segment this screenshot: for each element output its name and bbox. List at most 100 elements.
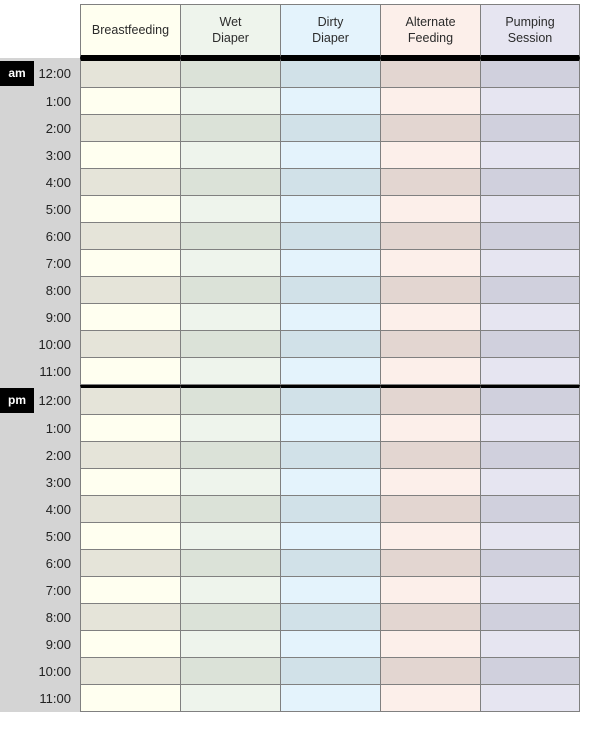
entry-cell-breastfeeding[interactable] xyxy=(80,277,180,304)
entry-cell-wet_diaper[interactable] xyxy=(180,631,280,658)
entry-cell-pumping_session[interactable] xyxy=(480,250,580,277)
entry-cell-pumping_session[interactable] xyxy=(480,358,580,385)
entry-cell-pumping_session[interactable] xyxy=(480,169,580,196)
entry-cell-dirty_diaper[interactable] xyxy=(280,277,380,304)
entry-cell-alternate_feeding[interactable] xyxy=(380,250,480,277)
entry-cell-breastfeeding[interactable] xyxy=(80,331,180,358)
entry-cell-breastfeeding[interactable] xyxy=(80,496,180,523)
entry-cell-wet_diaper[interactable] xyxy=(180,496,280,523)
entry-cell-alternate_feeding[interactable] xyxy=(380,550,480,577)
entry-cell-wet_diaper[interactable] xyxy=(180,469,280,496)
entry-cell-alternate_feeding[interactable] xyxy=(380,523,480,550)
entry-cell-alternate_feeding[interactable] xyxy=(380,58,480,88)
entry-cell-breastfeeding[interactable] xyxy=(80,385,180,415)
entry-cell-breastfeeding[interactable] xyxy=(80,577,180,604)
entry-cell-dirty_diaper[interactable] xyxy=(280,631,380,658)
entry-cell-wet_diaper[interactable] xyxy=(180,658,280,685)
entry-cell-dirty_diaper[interactable] xyxy=(280,223,380,250)
entry-cell-dirty_diaper[interactable] xyxy=(280,250,380,277)
entry-cell-pumping_session[interactable] xyxy=(480,385,580,415)
entry-cell-dirty_diaper[interactable] xyxy=(280,577,380,604)
entry-cell-dirty_diaper[interactable] xyxy=(280,442,380,469)
entry-cell-pumping_session[interactable] xyxy=(480,685,580,712)
entry-cell-pumping_session[interactable] xyxy=(480,469,580,496)
entry-cell-alternate_feeding[interactable] xyxy=(380,115,480,142)
entry-cell-dirty_diaper[interactable] xyxy=(280,169,380,196)
entry-cell-dirty_diaper[interactable] xyxy=(280,142,380,169)
entry-cell-dirty_diaper[interactable] xyxy=(280,496,380,523)
entry-cell-alternate_feeding[interactable] xyxy=(380,577,480,604)
entry-cell-alternate_feeding[interactable] xyxy=(380,685,480,712)
entry-cell-breastfeeding[interactable] xyxy=(80,115,180,142)
entry-cell-wet_diaper[interactable] xyxy=(180,415,280,442)
entry-cell-pumping_session[interactable] xyxy=(480,115,580,142)
entry-cell-breastfeeding[interactable] xyxy=(80,304,180,331)
entry-cell-pumping_session[interactable] xyxy=(480,88,580,115)
entry-cell-pumping_session[interactable] xyxy=(480,442,580,469)
entry-cell-breastfeeding[interactable] xyxy=(80,469,180,496)
entry-cell-alternate_feeding[interactable] xyxy=(380,277,480,304)
entry-cell-pumping_session[interactable] xyxy=(480,196,580,223)
entry-cell-wet_diaper[interactable] xyxy=(180,88,280,115)
entry-cell-wet_diaper[interactable] xyxy=(180,685,280,712)
entry-cell-alternate_feeding[interactable] xyxy=(380,604,480,631)
entry-cell-dirty_diaper[interactable] xyxy=(280,58,380,88)
entry-cell-alternate_feeding[interactable] xyxy=(380,196,480,223)
entry-cell-breastfeeding[interactable] xyxy=(80,58,180,88)
entry-cell-wet_diaper[interactable] xyxy=(180,577,280,604)
entry-cell-pumping_session[interactable] xyxy=(480,550,580,577)
entry-cell-dirty_diaper[interactable] xyxy=(280,685,380,712)
entry-cell-wet_diaper[interactable] xyxy=(180,442,280,469)
entry-cell-wet_diaper[interactable] xyxy=(180,115,280,142)
entry-cell-dirty_diaper[interactable] xyxy=(280,88,380,115)
entry-cell-wet_diaper[interactable] xyxy=(180,304,280,331)
entry-cell-wet_diaper[interactable] xyxy=(180,169,280,196)
entry-cell-wet_diaper[interactable] xyxy=(180,142,280,169)
entry-cell-alternate_feeding[interactable] xyxy=(380,223,480,250)
entry-cell-alternate_feeding[interactable] xyxy=(380,304,480,331)
entry-cell-pumping_session[interactable] xyxy=(480,331,580,358)
entry-cell-breastfeeding[interactable] xyxy=(80,88,180,115)
entry-cell-dirty_diaper[interactable] xyxy=(280,658,380,685)
entry-cell-pumping_session[interactable] xyxy=(480,604,580,631)
entry-cell-pumping_session[interactable] xyxy=(480,415,580,442)
entry-cell-dirty_diaper[interactable] xyxy=(280,358,380,385)
entry-cell-breastfeeding[interactable] xyxy=(80,658,180,685)
entry-cell-dirty_diaper[interactable] xyxy=(280,604,380,631)
entry-cell-breastfeeding[interactable] xyxy=(80,142,180,169)
entry-cell-pumping_session[interactable] xyxy=(480,631,580,658)
entry-cell-wet_diaper[interactable] xyxy=(180,523,280,550)
entry-cell-dirty_diaper[interactable] xyxy=(280,415,380,442)
entry-cell-pumping_session[interactable] xyxy=(480,304,580,331)
entry-cell-alternate_feeding[interactable] xyxy=(380,142,480,169)
entry-cell-alternate_feeding[interactable] xyxy=(380,469,480,496)
entry-cell-pumping_session[interactable] xyxy=(480,496,580,523)
entry-cell-wet_diaper[interactable] xyxy=(180,385,280,415)
entry-cell-breastfeeding[interactable] xyxy=(80,523,180,550)
entry-cell-pumping_session[interactable] xyxy=(480,142,580,169)
entry-cell-wet_diaper[interactable] xyxy=(180,277,280,304)
entry-cell-breastfeeding[interactable] xyxy=(80,604,180,631)
entry-cell-breastfeeding[interactable] xyxy=(80,358,180,385)
entry-cell-alternate_feeding[interactable] xyxy=(380,88,480,115)
entry-cell-wet_diaper[interactable] xyxy=(180,331,280,358)
entry-cell-wet_diaper[interactable] xyxy=(180,58,280,88)
entry-cell-pumping_session[interactable] xyxy=(480,277,580,304)
entry-cell-dirty_diaper[interactable] xyxy=(280,550,380,577)
entry-cell-breastfeeding[interactable] xyxy=(80,442,180,469)
entry-cell-breastfeeding[interactable] xyxy=(80,196,180,223)
entry-cell-wet_diaper[interactable] xyxy=(180,550,280,577)
entry-cell-alternate_feeding[interactable] xyxy=(380,442,480,469)
entry-cell-wet_diaper[interactable] xyxy=(180,604,280,631)
entry-cell-wet_diaper[interactable] xyxy=(180,223,280,250)
entry-cell-breastfeeding[interactable] xyxy=(80,415,180,442)
entry-cell-dirty_diaper[interactable] xyxy=(280,115,380,142)
entry-cell-alternate_feeding[interactable] xyxy=(380,415,480,442)
entry-cell-alternate_feeding[interactable] xyxy=(380,169,480,196)
entry-cell-breastfeeding[interactable] xyxy=(80,631,180,658)
entry-cell-pumping_session[interactable] xyxy=(480,58,580,88)
entry-cell-dirty_diaper[interactable] xyxy=(280,304,380,331)
entry-cell-breastfeeding[interactable] xyxy=(80,169,180,196)
entry-cell-alternate_feeding[interactable] xyxy=(380,358,480,385)
entry-cell-pumping_session[interactable] xyxy=(480,577,580,604)
